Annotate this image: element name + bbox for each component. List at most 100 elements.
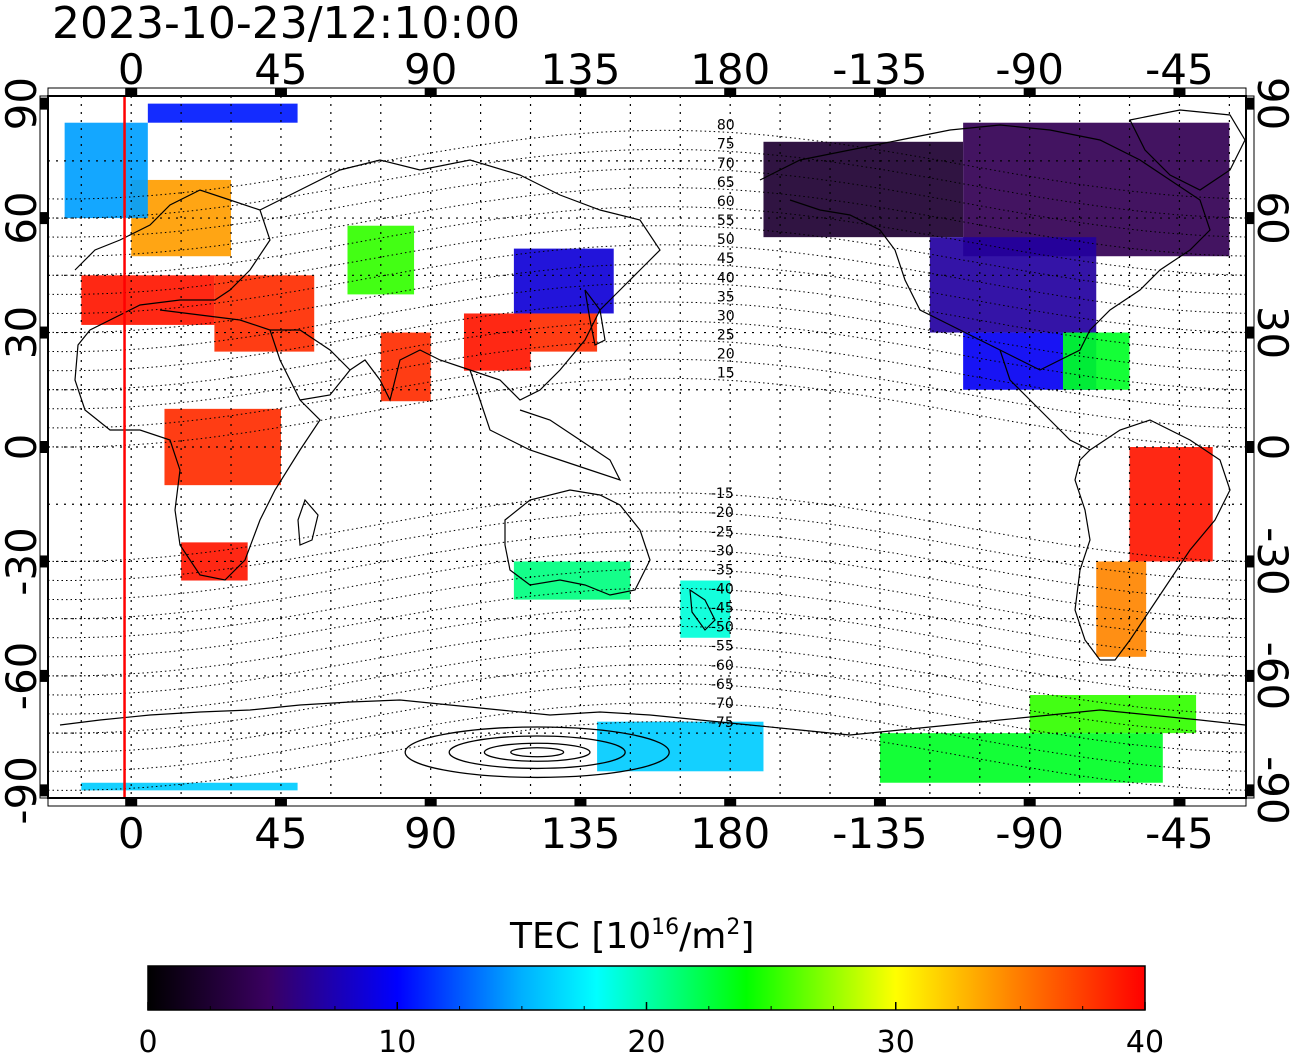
tec-region	[513, 248, 614, 314]
mlat-contour	[48, 511, 1246, 582]
map-area: 80 75 70 65 60 55 50 45 40 35 30 25 20 15 -15 -20 -25 -30…	[39, 87, 1255, 807]
mlat-label: 15	[717, 366, 735, 382]
tec-region	[164, 408, 281, 486]
mlat-contour	[48, 339, 1246, 410]
mlat-label: 60	[717, 194, 735, 210]
mlat-contour	[48, 358, 1246, 429]
frame-tick	[424, 798, 437, 806]
lon-tick-label: 0	[118, 45, 145, 94]
mlat-label: -65	[711, 677, 734, 693]
lat-tick-label: 0	[1248, 434, 1294, 461]
mlat-contour	[48, 644, 1246, 715]
mlat-pole-ring	[510, 747, 565, 758]
lat-tick-label: -30	[0, 527, 46, 596]
frame-tick	[40, 441, 48, 453]
mlat-label: 65	[717, 175, 735, 191]
mlat-label: 20	[717, 347, 735, 363]
mlat-contour	[48, 702, 1246, 772]
coastline-central-america	[999, 349, 1091, 451]
mlat-contour	[48, 568, 1246, 639]
mlat-pole-ring	[448, 735, 626, 770]
mlat-contour	[48, 377, 1246, 448]
lat-tick-label: 0	[0, 434, 46, 461]
mlat-label: -70	[711, 696, 734, 712]
colorbar-title-unit: /m	[679, 916, 726, 957]
coastline-greenland	[1129, 109, 1246, 191]
mlat-contour	[48, 282, 1246, 353]
lon-tick-label: -45	[1145, 45, 1214, 94]
lon-tick-label: 0	[118, 809, 145, 858]
grid-layer	[48, 96, 1246, 798]
coastline-antarctica	[59, 699, 1246, 736]
lat-tick-label: -90	[1248, 756, 1294, 825]
colorbar-title-main: TEC [10	[509, 916, 651, 957]
mlat-contour	[48, 206, 1246, 276]
latitude-axis-left: 90 60 30 0 -30 -60 -90	[0, 77, 46, 825]
lon-tick-label: 90	[404, 45, 457, 94]
mlat-contour	[48, 244, 1246, 315]
lat-tick-label: 30	[1248, 306, 1294, 359]
mlat-label: 30	[717, 308, 735, 324]
latitude-axis-right: 90 60 30 0 -30 -60 -90	[1248, 77, 1294, 825]
tec-region	[680, 580, 731, 638]
frame-tick	[1023, 798, 1036, 806]
mlat-label: -60	[711, 658, 734, 674]
mlat-label: -30	[711, 543, 734, 559]
mlat-contour	[48, 663, 1246, 734]
frame-tick	[40, 97, 48, 110]
mlat-pole-ring	[404, 726, 670, 779]
frame-tick	[724, 88, 737, 96]
mlat-contour	[48, 587, 1246, 658]
colorbar-tick-label: 20	[627, 1025, 665, 1057]
coastline-north-america	[759, 124, 1211, 371]
tec-region	[1096, 561, 1147, 657]
frame-tick	[125, 88, 138, 96]
tec-region	[513, 561, 631, 600]
mlat-label: 80	[717, 118, 735, 134]
tec-region	[463, 313, 531, 371]
frame-tick	[1246, 326, 1254, 339]
mlat-contour	[48, 129, 1246, 200]
tec-region	[1062, 332, 1130, 390]
lat-tick-label: 60	[1248, 191, 1294, 244]
mlat-contour	[48, 721, 1246, 791]
tec-data-layer	[64, 103, 1230, 791]
mlat-label: 50	[717, 232, 735, 248]
frame-tick	[1246, 212, 1254, 225]
lon-tick-label: 135	[540, 809, 620, 858]
mlat-contour	[48, 225, 1246, 295]
frame-tick	[1246, 784, 1254, 797]
colorbar: TEC [1016/m2] 0 10 20 30 40	[138, 915, 1164, 1057]
mlat-label: -25	[711, 524, 734, 540]
frame-band-bottom	[47, 797, 1247, 807]
map-frame-ticks	[39, 87, 1255, 807]
frame-tick	[1023, 88, 1036, 96]
mlat-label: -55	[711, 639, 734, 655]
coastline-australia	[504, 489, 651, 596]
frame-tick	[574, 798, 587, 806]
tec-region	[879, 733, 1163, 783]
frame-tick	[724, 798, 737, 806]
mlat-label: -50	[711, 620, 734, 636]
frame-tick	[1246, 97, 1254, 110]
lat-tick-label: -60	[0, 642, 46, 711]
frame-tick	[274, 88, 287, 96]
tec-region	[81, 782, 298, 791]
frame-tick	[40, 669, 48, 682]
tec-region	[763, 141, 964, 238]
mlat-contour	[48, 263, 1246, 334]
mlat-label: 75	[717, 137, 735, 153]
colorbar-ticks: 0 10 20 30 40	[138, 1002, 1164, 1057]
frame-tick	[274, 798, 287, 806]
frame-tick	[125, 798, 138, 806]
mlat-label: -15	[711, 486, 734, 502]
tec-region	[929, 237, 1097, 333]
mlat-contour	[48, 320, 1246, 391]
mlat-label: 25	[717, 328, 735, 344]
mlat-label: -75	[711, 715, 734, 731]
frame-tick	[1173, 88, 1186, 96]
frame-tick	[873, 88, 886, 96]
coastline-europe-africa	[74, 189, 321, 581]
mlat-contour	[48, 530, 1246, 601]
